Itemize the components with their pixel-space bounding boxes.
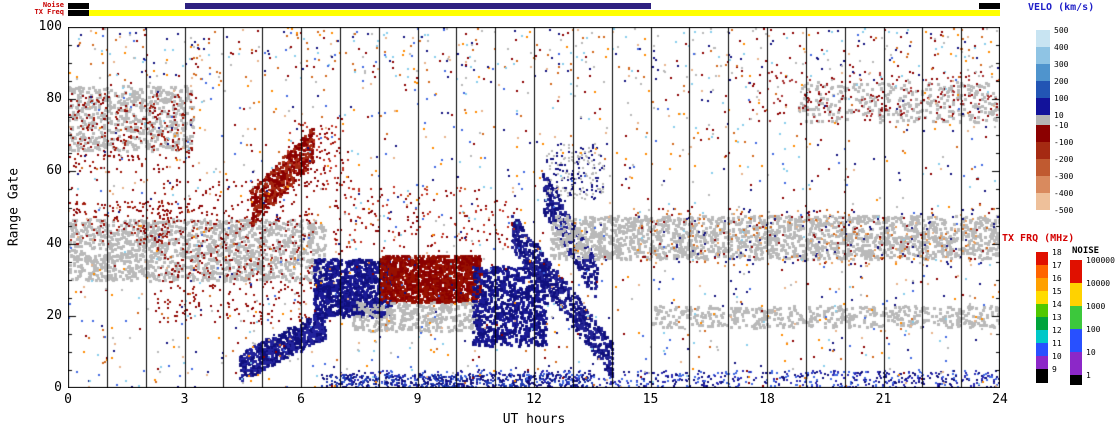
noise-colorbar-title: NOISE — [1072, 246, 1100, 256]
noise-block — [1070, 352, 1082, 375]
x-tick-label: 9 — [413, 392, 422, 407]
noise-block — [1070, 260, 1082, 283]
velo-tick-label: -300 — [1054, 172, 1074, 181]
noise-block — [1070, 306, 1082, 329]
y-tick-label: 100 — [38, 19, 62, 34]
noise-block — [1070, 375, 1082, 385]
txfrq-block — [1036, 291, 1048, 304]
txfrq-block — [1036, 265, 1048, 278]
x-axis-label: UT hours — [502, 412, 566, 427]
velo-tick-label: 400 — [1054, 43, 1069, 52]
txfrq-tick-label: 18 — [1052, 248, 1062, 257]
noise-tick-label: 10000 — [1086, 279, 1111, 288]
noise-strip-label: Noise — [42, 1, 64, 9]
txfrq-block — [1036, 304, 1048, 317]
txfrq-block — [1036, 317, 1048, 330]
velo-colorbar-title: VELO (km/s) — [1028, 2, 1095, 13]
noise-tick-label: 100000 — [1086, 256, 1115, 265]
noise-tick-label: 1000 — [1086, 302, 1106, 311]
plot-canvas — [68, 27, 1000, 388]
x-tick-label: 21 — [875, 392, 892, 407]
velo-tick-label: 300 — [1054, 60, 1069, 69]
y-tick-label: 40 — [46, 235, 62, 251]
txfrq-tick-label: 17 — [1052, 261, 1062, 270]
velo-block — [1036, 30, 1050, 47]
txfrq-tick-label: 16 — [1052, 274, 1062, 283]
txfrq-tick-label: 14 — [1052, 300, 1062, 309]
velo-block — [1036, 47, 1050, 64]
y-tick-label: 0 — [54, 380, 62, 395]
noise-block — [1070, 283, 1082, 306]
txfrq-block — [1036, 356, 1048, 369]
txfrq-tick-label: 10 — [1052, 352, 1062, 361]
x-tick-label: 3 — [180, 392, 189, 407]
y-tick-label: 80 — [46, 91, 62, 107]
noise-strip-segment — [184, 3, 651, 9]
velo-block — [1036, 115, 1050, 125]
velo-block — [1036, 64, 1050, 81]
velo-block — [1036, 193, 1050, 210]
txfreq-strip-segment — [68, 10, 90, 16]
velo-block — [1036, 98, 1050, 115]
txfrq-tick-label: 9 — [1052, 365, 1057, 374]
txfrq-tick-label: 11 — [1052, 339, 1062, 348]
velo-tick-label: -100 — [1054, 138, 1074, 147]
txfrq-block — [1036, 252, 1048, 265]
velo-tick-label: -10 — [1054, 121, 1069, 130]
velo-block — [1036, 125, 1050, 142]
velo-block — [1036, 81, 1050, 98]
x-tick-label: 24 — [992, 392, 1008, 407]
velo-tick-label: 10 — [1054, 111, 1064, 120]
velo-tick-label: -500 — [1054, 206, 1074, 215]
txfrq-block — [1036, 278, 1048, 291]
x-tick-label: 18 — [759, 392, 775, 407]
velo-block — [1036, 142, 1050, 159]
velo-tick-label: 200 — [1054, 77, 1069, 86]
txfreq-strip-label: TX Freq — [34, 8, 64, 16]
txfrq-tick-label: 15 — [1052, 287, 1062, 296]
velo-block — [1036, 159, 1050, 176]
velo-tick-label: -400 — [1054, 189, 1074, 198]
velo-tick-label: 100 — [1054, 94, 1069, 103]
txfreq-strip — [68, 10, 1000, 16]
y-tick-label: 20 — [46, 307, 62, 323]
x-tick-label: 6 — [297, 392, 305, 407]
noise-tick-label: 100 — [1086, 325, 1101, 334]
noise-block — [1070, 329, 1082, 352]
noise-tick-label: 1 — [1086, 371, 1091, 380]
noise-strip — [68, 3, 1000, 9]
x-tick-label: 15 — [642, 392, 659, 407]
noise-strip-segment — [68, 3, 90, 9]
noise-strip-segment — [978, 3, 1000, 9]
y-tick-label: 60 — [46, 163, 62, 179]
txfreq-strip-segment — [89, 10, 1000, 16]
txfrq-block — [1036, 330, 1048, 343]
velo-tick-label: 500 — [1054, 26, 1069, 35]
txfrq-tick-label: 12 — [1052, 326, 1062, 335]
noise-tick-label: 10 — [1086, 348, 1096, 357]
x-tick-label: 0 — [64, 392, 72, 407]
velo-block — [1036, 176, 1050, 193]
txfrq-tick-label: 13 — [1052, 313, 1062, 322]
x-tick-label: 12 — [526, 392, 542, 407]
txfrq-block — [1036, 369, 1048, 383]
y-axis-label: Range Gate — [6, 167, 22, 247]
txfrq-colorbar-title: TX FRQ (MHz) — [1002, 233, 1075, 244]
txfrq-block — [1036, 343, 1048, 356]
velo-tick-label: -200 — [1054, 155, 1074, 164]
